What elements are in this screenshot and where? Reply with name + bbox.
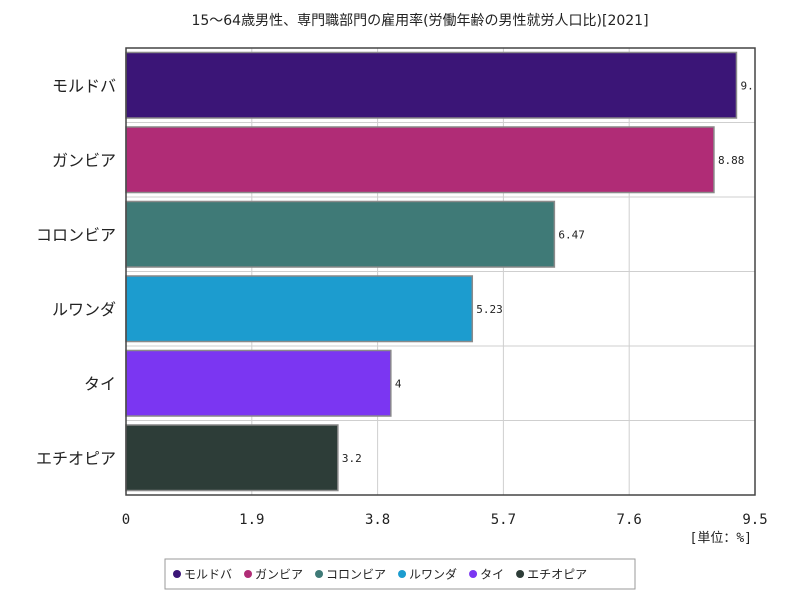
x-tick-label: 3.8 — [365, 512, 390, 528]
plot-frame — [125, 47, 756, 496]
category-label: コロンビア — [36, 225, 116, 244]
x-tick-label: 7.6 — [617, 512, 642, 528]
data-label: 4 — [395, 377, 402, 390]
legend-entry: エチオピア — [527, 568, 587, 582]
bar — [125, 51, 738, 119]
legend-marker — [469, 570, 478, 578]
data-label: 6.47 — [558, 228, 585, 241]
legend-entry: ガンビア — [255, 568, 303, 582]
bar — [125, 424, 339, 492]
category-label: タイ — [84, 374, 116, 393]
bar — [125, 275, 474, 343]
x-tick-label: 9.5 — [742, 512, 767, 528]
category-label: モルドバ — [52, 76, 116, 95]
legend-entry: コロンビア — [326, 568, 386, 582]
bar — [125, 200, 556, 268]
data-label: 9. — [740, 79, 753, 92]
legend-marker — [516, 570, 525, 578]
legend-marker — [173, 570, 181, 578]
x-tick-label: 5.7 — [491, 512, 516, 528]
legend-entry: モルドバ — [184, 568, 232, 582]
legend-marker — [315, 570, 324, 578]
x-tick-label: 1.9 — [239, 512, 264, 528]
bar — [125, 349, 392, 417]
category-label: エチオピア — [36, 449, 116, 468]
data-label: 8.88 — [718, 154, 745, 167]
x-tick-label: 0 — [122, 512, 130, 528]
legend-entry: タイ — [480, 568, 504, 582]
unit-label: [単位：%] — [690, 530, 752, 546]
legend-marker — [244, 570, 253, 578]
category-label: ルワンダ — [52, 300, 116, 319]
legend-marker — [398, 570, 407, 578]
x-tick-labels: 0 1.9 3.8 5.7 7.6 9.5 — [122, 512, 768, 528]
data-label: 5.23 — [476, 303, 503, 316]
legend-entry: ルワンダ — [409, 567, 457, 582]
chart-title: 15〜64歳男性、専門職部門の雇用率(労働年齢の男性就労人口比)[2021] — [191, 12, 648, 29]
data-label: 3.2 — [342, 452, 362, 465]
data-labels: 9. 8.88 6.47 5.23 4 3.2 — [342, 79, 754, 465]
legend: モルドバ ガンビア コロンビア ルワンダ タイ エチオピア — [164, 558, 636, 590]
category-label: ガンビア — [52, 151, 116, 170]
bar — [125, 126, 715, 194]
